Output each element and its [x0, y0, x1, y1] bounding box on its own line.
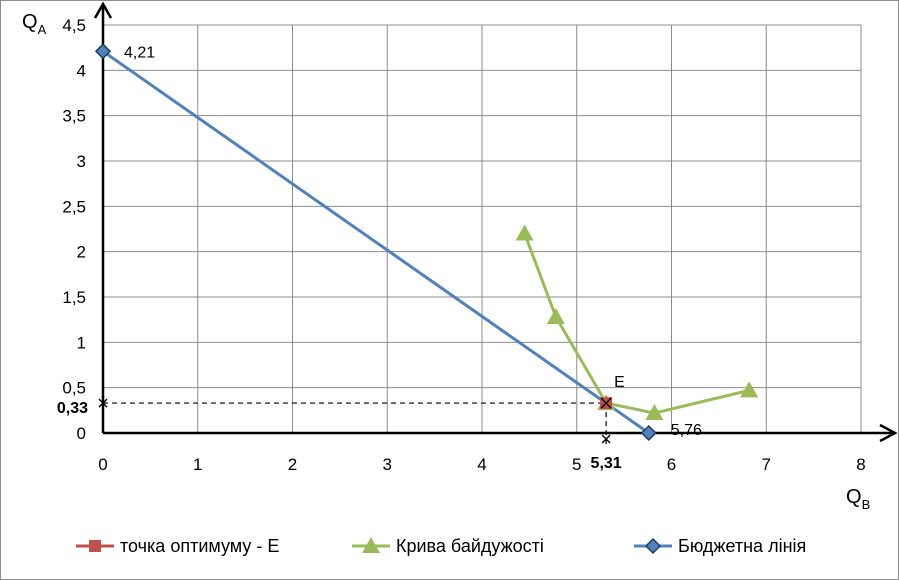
x-tick-label-5: 5 — [572, 455, 581, 474]
budget-y-intercept-label: 4,21 — [124, 44, 155, 61]
tick-labels: 0 1 2 3 4 5 6 7 8 0 0,5 1 1,5 2 2,5 3 3,5 4 4,5 — [62, 16, 865, 474]
x-tick-label-1: 1 — [193, 455, 202, 474]
y-axis-title-main: Q — [22, 11, 38, 33]
x-axis-arrow — [879, 423, 898, 443]
optimum-x-label: 5,31 — [591, 455, 622, 472]
legend-label-0: точка оптимуму - E — [120, 536, 279, 556]
y-tick-label-8: 4 — [77, 61, 86, 80]
y-tick-label-0: 0 — [77, 424, 86, 443]
x-tick-label-8: 8 — [856, 455, 865, 474]
x-tick-label-4: 4 — [477, 455, 486, 474]
y-tick-label-3: 1,5 — [62, 288, 86, 307]
optimum-point-label: E — [614, 374, 625, 391]
optimum-guides — [98, 398, 611, 447]
axes — [93, 1, 898, 443]
y-tick-label-1: 0,5 — [62, 379, 86, 398]
x-axis-title-main: Q — [846, 486, 862, 508]
series-1-point-4 — [740, 381, 759, 398]
x-tick-label-7: 7 — [762, 455, 771, 474]
y-axis-title-sub: A — [38, 22, 47, 37]
series-1-point-3 — [645, 404, 664, 421]
x-tick-label-0: 0 — [98, 455, 107, 474]
series-2 — [94, 43, 657, 442]
legend-label-1: Крива байдужості — [396, 536, 544, 556]
legend-marker-2 — [644, 537, 662, 555]
optimum-cross-mark — [600, 397, 612, 409]
y-tick-label-6: 3 — [77, 152, 86, 171]
series-1 — [515, 224, 759, 421]
x-axis-title-sub: B — [862, 497, 871, 512]
series-1-point-0 — [515, 224, 534, 241]
budget-x-intercept-label: 5,76 — [671, 422, 702, 439]
series-2-point-1 — [640, 424, 657, 442]
y-tick-label-4: 2 — [77, 243, 86, 262]
series-2-point-0 — [94, 43, 112, 60]
y-tick-label-2: 1 — [77, 333, 86, 352]
y-axis-arrow — [93, 1, 113, 19]
legend-label-2: Бюджетна лінія — [678, 536, 806, 556]
x-tick-label-6: 6 — [667, 455, 676, 474]
series-1-point-1 — [546, 307, 565, 324]
y-axis-title: QA — [22, 11, 47, 37]
optimum-x-tick-mark — [601, 434, 611, 444]
x-axis-title: QB — [846, 486, 870, 512]
optimum-y-label: 0,33 — [57, 400, 88, 417]
gridlines — [103, 24, 862, 433]
legend: точка оптимуму - E Крива байдужості Бюджет… — [76, 536, 806, 556]
legend-marker-1 — [362, 537, 380, 553]
x-tick-label-2: 2 — [288, 455, 297, 474]
y-tick-label-7: 3,5 — [62, 107, 86, 126]
x-tick-label-3: 3 — [383, 455, 392, 474]
series-layer — [94, 43, 759, 442]
axis-titles: QA QB — [22, 11, 870, 512]
y-tick-label-9: 4,5 — [62, 16, 86, 35]
legend-marker-0 — [89, 540, 101, 552]
series-2-line — [102, 50, 650, 435]
annotations: 4,21 5,76 E 5,31 0,33 — [57, 44, 702, 472]
y-tick-label-5: 2,5 — [62, 197, 86, 216]
